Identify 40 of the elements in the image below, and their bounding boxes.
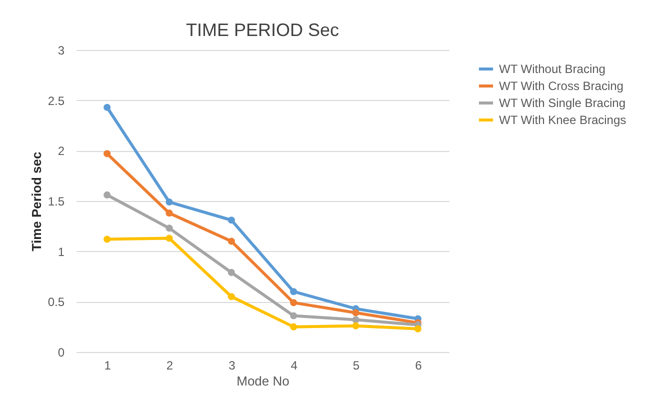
point [352, 316, 360, 324]
legend-label: WT With Single Bracing [499, 96, 626, 110]
y-tick-label: 0 [58, 346, 65, 360]
point [166, 210, 173, 217]
x-tick-label: 5 [352, 358, 360, 372]
point [228, 268, 235, 276]
chart-title: TIME PERIOD Sec [186, 20, 340, 40]
y-tick-label: 3 [58, 44, 65, 58]
legend-label: WT With Cross Bracing [499, 79, 624, 93]
point [290, 299, 298, 306]
y-tick-label: 2.5 [48, 94, 65, 108]
legend-label: WT With Knee Bracings [499, 113, 626, 127]
point [352, 309, 360, 316]
y-tick-label: 2 [58, 144, 65, 158]
x-tick-label: 2 [166, 358, 174, 372]
x-tick-label: 6 [415, 358, 422, 372]
point [228, 293, 235, 300]
point [104, 104, 111, 111]
legend-label: WT Without Bracing [499, 62, 606, 76]
y-tick-label: 0.5 [48, 295, 65, 310]
point [228, 216, 235, 224]
point [166, 234, 173, 242]
point [352, 322, 360, 330]
point [166, 198, 173, 206]
point [104, 236, 111, 243]
x-tick-label: 1 [104, 358, 112, 372]
point [228, 238, 235, 245]
y-axis-title: Time Period sec [28, 152, 44, 252]
point [166, 224, 173, 232]
point [290, 323, 298, 330]
x-axis-title: Mode No [236, 374, 290, 388]
y-tick-label: 1.5 [48, 194, 65, 208]
point [104, 150, 111, 158]
point [104, 191, 111, 198]
point [290, 312, 298, 320]
point [414, 325, 422, 332]
point [290, 288, 298, 296]
y-tick-label: 1 [58, 244, 65, 259]
x-tick-label: 4 [290, 358, 298, 372]
x-tick-label: 3 [228, 358, 236, 372]
